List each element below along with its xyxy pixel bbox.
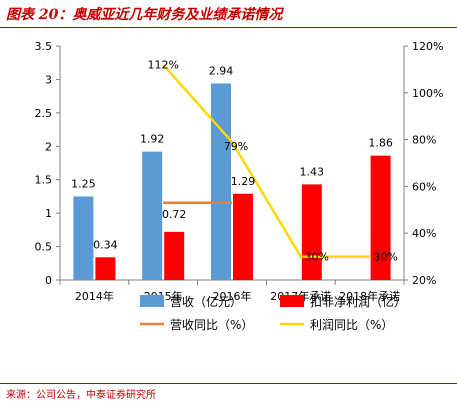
figure-title: 图表 20：奥威亚近几年财务及业绩承诺情况 <box>6 7 283 23</box>
profit-data-label: 1.29 <box>231 175 256 188</box>
left-axis-tick-label: 2.5 <box>35 107 53 120</box>
left-axis-tick-label: 1 <box>45 207 52 220</box>
profit-bar <box>370 155 391 280</box>
left-axis-tick-label: 1.5 <box>35 174 53 187</box>
revenue-data-label: 1.92 <box>140 133 165 146</box>
revenue-bar <box>73 196 94 280</box>
legend-swatch <box>280 295 304 307</box>
right-axis-tick-label: 100% <box>412 87 443 100</box>
right-axis-tick-label: 60% <box>412 180 436 193</box>
profit-growth-data-label: 30% <box>373 251 397 264</box>
profit-data-label: 1.43 <box>300 165 325 178</box>
revenue-bar <box>142 151 163 280</box>
legend-label: 营收同比（%） <box>170 318 253 332</box>
right-axis-tick-label: 80% <box>412 134 436 147</box>
profit-growth-data-label: 79% <box>224 140 248 153</box>
profit-bar <box>301 184 322 280</box>
profit-growth-line <box>162 63 370 258</box>
revenue-data-label: 2.94 <box>209 64 234 77</box>
left-axis-tick-label: 0.5 <box>35 241 53 254</box>
profit-growth-data-label: 112% <box>147 59 178 72</box>
left-axis-tick-label: 0 <box>45 274 52 287</box>
profit-bar <box>164 231 185 280</box>
right-axis-tick-label: 120% <box>412 40 443 53</box>
profit-growth-data-label: 30% <box>305 251 329 264</box>
profit-bar <box>233 193 253 280</box>
revenue-data-label: 1.25 <box>71 177 96 190</box>
profit-data-label: 0.34 <box>93 238 118 251</box>
title-rule <box>0 27 457 28</box>
right-axis-tick-label: 40% <box>412 227 436 240</box>
source-rule <box>0 383 457 384</box>
profit-bar <box>95 257 116 280</box>
legend-label: 扣非净利润（亿） <box>310 294 406 309</box>
profit-data-label: 0.72 <box>162 208 187 221</box>
x-axis-tick-label: 2018年承诺 <box>339 289 400 303</box>
profit-data-label: 1.86 <box>368 137 393 150</box>
legend-label: 营收（亿元） <box>170 294 242 309</box>
left-axis-tick-label: 3.5 <box>35 40 53 53</box>
left-axis-tick-label: 3 <box>45 73 52 86</box>
x-axis-tick-label: 2014年 <box>75 289 114 303</box>
figure-source: 来源：公司公告，中泰证券研究所 <box>6 390 156 401</box>
legend-label: 利润同比（%） <box>310 318 393 332</box>
left-axis-tick-label: 2 <box>45 140 52 153</box>
revenue-bar <box>211 83 231 280</box>
legend-swatch <box>140 295 164 307</box>
x-axis-tick-label: 2016年 <box>213 289 252 303</box>
right-axis-tick-label: 20% <box>412 274 436 287</box>
